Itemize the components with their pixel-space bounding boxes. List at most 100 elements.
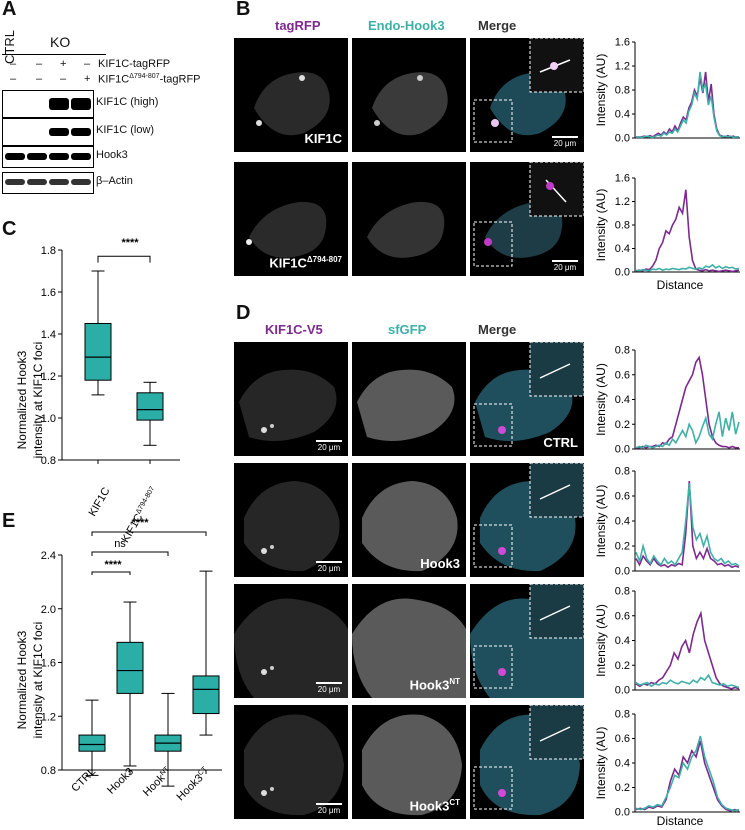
profile-line [635,735,740,812]
construct-label-1: KIF1C-tagRFP [98,58,171,70]
ko-label: KO [50,34,71,50]
sign: + [60,58,67,70]
sup: CT [197,765,209,777]
micrograph-d3-sfgfp: Hook3NT [352,584,466,698]
y-tick-label: 0.0 [615,807,630,819]
micrograph-d2-merge [470,463,584,577]
micrograph-d2-sfgfp: Hook3 [352,463,466,577]
panel-label-c: C [2,218,17,240]
y-tick-label: 1.6 [41,287,56,299]
y-tick-label: 0.4 [615,758,630,770]
sign: – [36,73,43,85]
micrograph-d4-merge [470,705,584,819]
profile-line [636,355,739,449]
y-tick-label: 0.0 [615,267,630,279]
y-tick-label: 0.6 [615,733,630,745]
micrograph-d1-kif1c: 20 μm [234,342,348,456]
y-tick-label: 1.2 [615,196,630,208]
plot-ylabel: Intensity (AU) [594,54,608,127]
micrograph-d4-kif1c: 20 μm [234,705,348,819]
micrograph-b1-hook3 [352,38,466,152]
ko-line [36,54,106,55]
y-tick-label: 0.8 [615,85,630,97]
blot-label-2: KIF1C (low) [96,124,155,136]
y-tick-label: 0.8 [615,466,630,478]
micrograph-d4-sfgfp: Hook3CT [352,705,466,819]
plot-ylabel: Intensity (AU) [594,363,608,436]
text: KIF1C [98,73,130,86]
sign: + [84,73,91,85]
sig-bracket [97,255,151,263]
c-ylabel-1: Normalized Hook3 [15,350,29,449]
sign: – [10,73,17,85]
blot-actin [2,172,94,194]
y-tick-label: 0.0 [615,685,630,697]
sig-bracket [91,551,169,556]
sup: Δ794-807 [129,73,160,80]
box [84,323,112,381]
panel-label-d: D [236,302,251,324]
sup: NT [449,676,460,686]
box [192,675,220,715]
blot-hook3 [2,146,94,168]
scale-bar: 20 μm [316,682,342,694]
micrograph-b2-merge: 20 μm [470,162,584,276]
channel-title-merge: Merge [478,18,517,33]
scale-label: 20 μm [317,443,341,452]
y-tick-label: 1.2 [41,371,56,383]
y-tick-label: 2.4 [41,550,56,562]
micrograph-b2-tagrfp: KIF1CΔ794-807 [234,162,348,276]
scale-bar: 20 μm [552,260,578,272]
profile-line [635,189,740,273]
y-tick-label: 0.4 [615,394,630,406]
micrograph-d1-sfgfp [352,342,466,456]
profile-line [635,740,740,812]
text: KIF1C [269,255,307,270]
row-label: CTRL [543,435,578,450]
b-xlabel: Distance [657,278,704,292]
box [136,392,164,421]
e-ylabel-1: Normalized Hook3 [15,630,29,729]
y-tick-label: 1.2 [615,61,630,73]
scale-bar: 20 μm [316,440,342,452]
y-tick-label: 1.6 [615,37,630,49]
profile-line [635,263,740,272]
sup: Δ794-807 [306,254,342,264]
y-tick-label: 0.6 [615,491,630,503]
sup: NT [159,765,171,777]
scale-label: 20 μm [317,806,341,815]
channel-title-tagrfp: tagRFP [275,18,321,33]
e-sig-3: **** [131,517,149,529]
e-sig-1: **** [104,559,122,571]
blot-kif1c-low [2,118,94,146]
c-category-1: KIF1C [87,485,113,518]
y-tick-label: 0.0 [615,444,630,456]
y-tick-label: 0.8 [41,765,56,777]
profile-line [635,483,740,567]
construct-label-2: KIF1CΔ794-807-tagRFP [98,73,201,86]
scale-bar: 20 μm [316,561,342,573]
scale-label: 20 μm [317,685,341,694]
row-label: Hook3 [420,556,460,571]
micrograph-d2-kif1c: 20 μm [234,463,348,577]
sign: – [60,73,67,85]
scale-label: 20 μm [553,263,577,272]
y-tick-label: 2.0 [41,604,56,616]
profile-line [635,411,740,449]
panel-label-e: E [2,510,16,532]
y-tick-label: 1.2 [41,711,56,723]
profile-line [635,71,740,139]
c-category-2: KIF1CΔ794-807 [119,485,160,544]
text: Hook3 [409,677,450,692]
channel-title-sfgfp: sfGFP [388,322,427,337]
y-tick-label: 1.6 [41,658,56,670]
scale-bar: 20 μm [552,136,578,148]
y-tick-label: 0.2 [615,541,630,553]
sign: – [10,58,17,70]
scale-label: 20 μm [553,139,577,148]
c-ylabel-2: intensity at KIF1C foci [31,342,45,459]
row-label: KIF1C [304,131,342,146]
y-tick-label: 0.6 [615,610,630,622]
text: Hook3 [409,798,450,813]
micrograph-b1-merge: 20 μm [470,38,584,152]
